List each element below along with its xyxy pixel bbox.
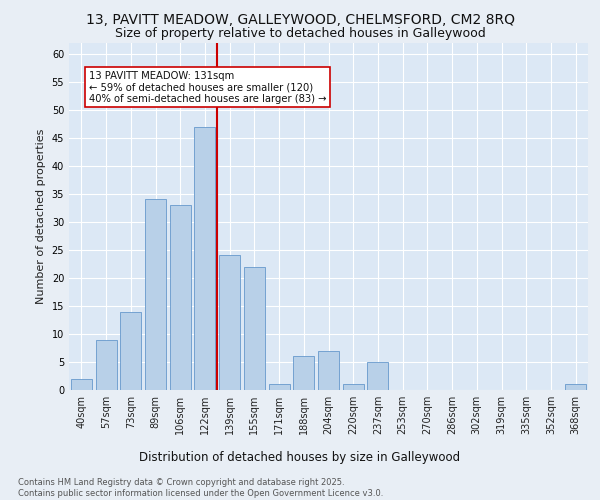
Text: Size of property relative to detached houses in Galleywood: Size of property relative to detached ho…	[115, 28, 485, 40]
Text: Contains HM Land Registry data © Crown copyright and database right 2025.
Contai: Contains HM Land Registry data © Crown c…	[18, 478, 383, 498]
Bar	[269, 384, 290, 390]
Text: 13 PAVITT MEADOW: 131sqm
← 59% of detached houses are smaller (120)
40% of semi-: 13 PAVITT MEADOW: 131sqm ← 59% of detach…	[89, 70, 326, 104]
Bar	[219, 256, 240, 390]
Text: Distribution of detached houses by size in Galleywood: Distribution of detached houses by size …	[139, 451, 461, 464]
Bar	[565, 384, 586, 390]
Bar	[145, 200, 166, 390]
Y-axis label: Number of detached properties: Number of detached properties	[36, 128, 46, 304]
Bar	[95, 340, 116, 390]
Bar	[71, 379, 92, 390]
Bar	[170, 205, 191, 390]
Bar	[244, 266, 265, 390]
Bar	[318, 351, 339, 390]
Bar	[293, 356, 314, 390]
Bar	[194, 126, 215, 390]
Bar	[343, 384, 364, 390]
Bar	[367, 362, 388, 390]
Text: 13, PAVITT MEADOW, GALLEYWOOD, CHELMSFORD, CM2 8RQ: 13, PAVITT MEADOW, GALLEYWOOD, CHELMSFOR…	[86, 12, 515, 26]
Bar	[120, 312, 141, 390]
